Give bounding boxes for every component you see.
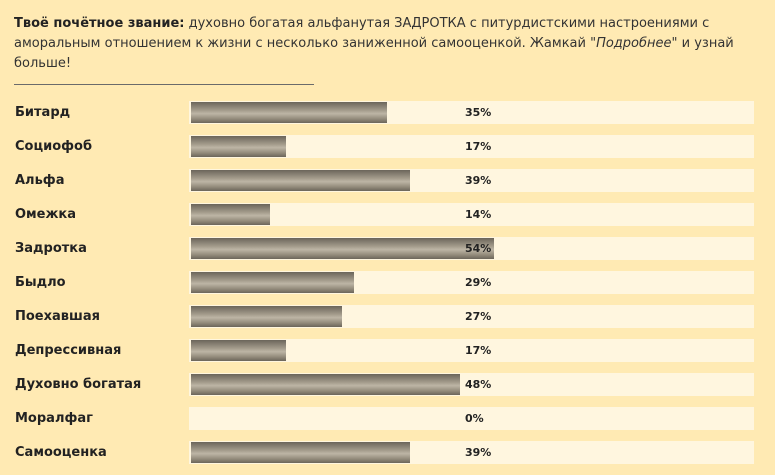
score-row: Духовно богатая 48% [14,373,761,407]
score-percent: 14% [465,208,492,221]
result-summary: Твоё почётное звание: духовно богатая ал… [14,14,759,74]
score-percent: 0% [465,412,484,425]
score-bar-track: 35% [189,101,754,124]
summary-text-after: " и узнай больше! [14,36,734,71]
score-bar-track: 39% [189,441,754,464]
score-bar-fill [191,442,410,463]
summary-label: Твоё почётное звание [14,16,180,31]
score-label: Омежка [15,207,77,222]
score-percent: 17% [465,140,492,153]
score-row: Поехавшая 27% [14,305,761,339]
score-label: Задротка [15,241,87,256]
score-bar-track: 17% [189,135,754,158]
score-label: Поехавшая [15,309,100,324]
score-percent: 29% [465,276,492,289]
score-label: Депрессивная [15,343,122,358]
summary-colon: : [179,16,185,31]
score-percent: 39% [465,446,492,459]
score-bar-fill [191,102,387,123]
score-label: Быдло [15,275,66,290]
details-link[interactable]: Подробнее [596,36,672,51]
score-bar-fill [191,238,494,259]
score-percent: 48% [465,378,492,391]
score-row: Моралфаг 0% [14,407,761,441]
score-bar-fill [191,136,286,157]
score-row: Депрессивная 17% [14,339,761,373]
score-row: Социофоб 17% [14,135,761,169]
score-row: Задротка 54% [14,237,761,271]
score-percent: 27% [465,310,492,323]
score-row: Альфа 39% [14,169,761,203]
score-label: Социофоб [15,139,93,154]
score-bar-track: 27% [189,305,754,328]
score-bar-track: 48% [189,373,754,396]
score-percent: 39% [465,174,492,187]
score-label: Духовно богатая [15,377,142,392]
score-bar-track: 39% [189,169,754,192]
score-label: Альфа [15,173,65,188]
score-bar-track: 0% [189,407,754,430]
score-row: Быдло 29% [14,271,761,305]
score-bar-fill [191,272,354,293]
score-list: Битард 35% Социофоб 17% Альфа 39% Омежка [14,101,761,475]
score-percent: 17% [465,344,492,357]
score-bar-track: 29% [189,271,754,294]
summary-text-before: духовно богатая альфанутая ЗАДРОТКА с пи… [14,16,710,51]
score-row: Битард 35% [14,101,761,135]
score-percent: 54% [465,242,492,255]
score-bar-track: 17% [189,339,754,362]
score-bar-fill [191,306,342,327]
score-bar-fill [191,170,410,191]
score-bar-track: 54% [189,237,754,260]
score-percent: 35% [465,106,492,119]
score-bar-fill [191,374,460,395]
divider [14,84,314,85]
score-bar-fill [191,204,270,225]
score-bar-fill [191,340,286,361]
score-bar-track: 14% [189,203,754,226]
score-label: Битард [15,105,71,120]
score-label: Самооценка [15,445,107,460]
score-label: Моралфаг [15,411,93,426]
score-row: Омежка 14% [14,203,761,237]
score-row: Самооценка 39% [14,441,761,475]
